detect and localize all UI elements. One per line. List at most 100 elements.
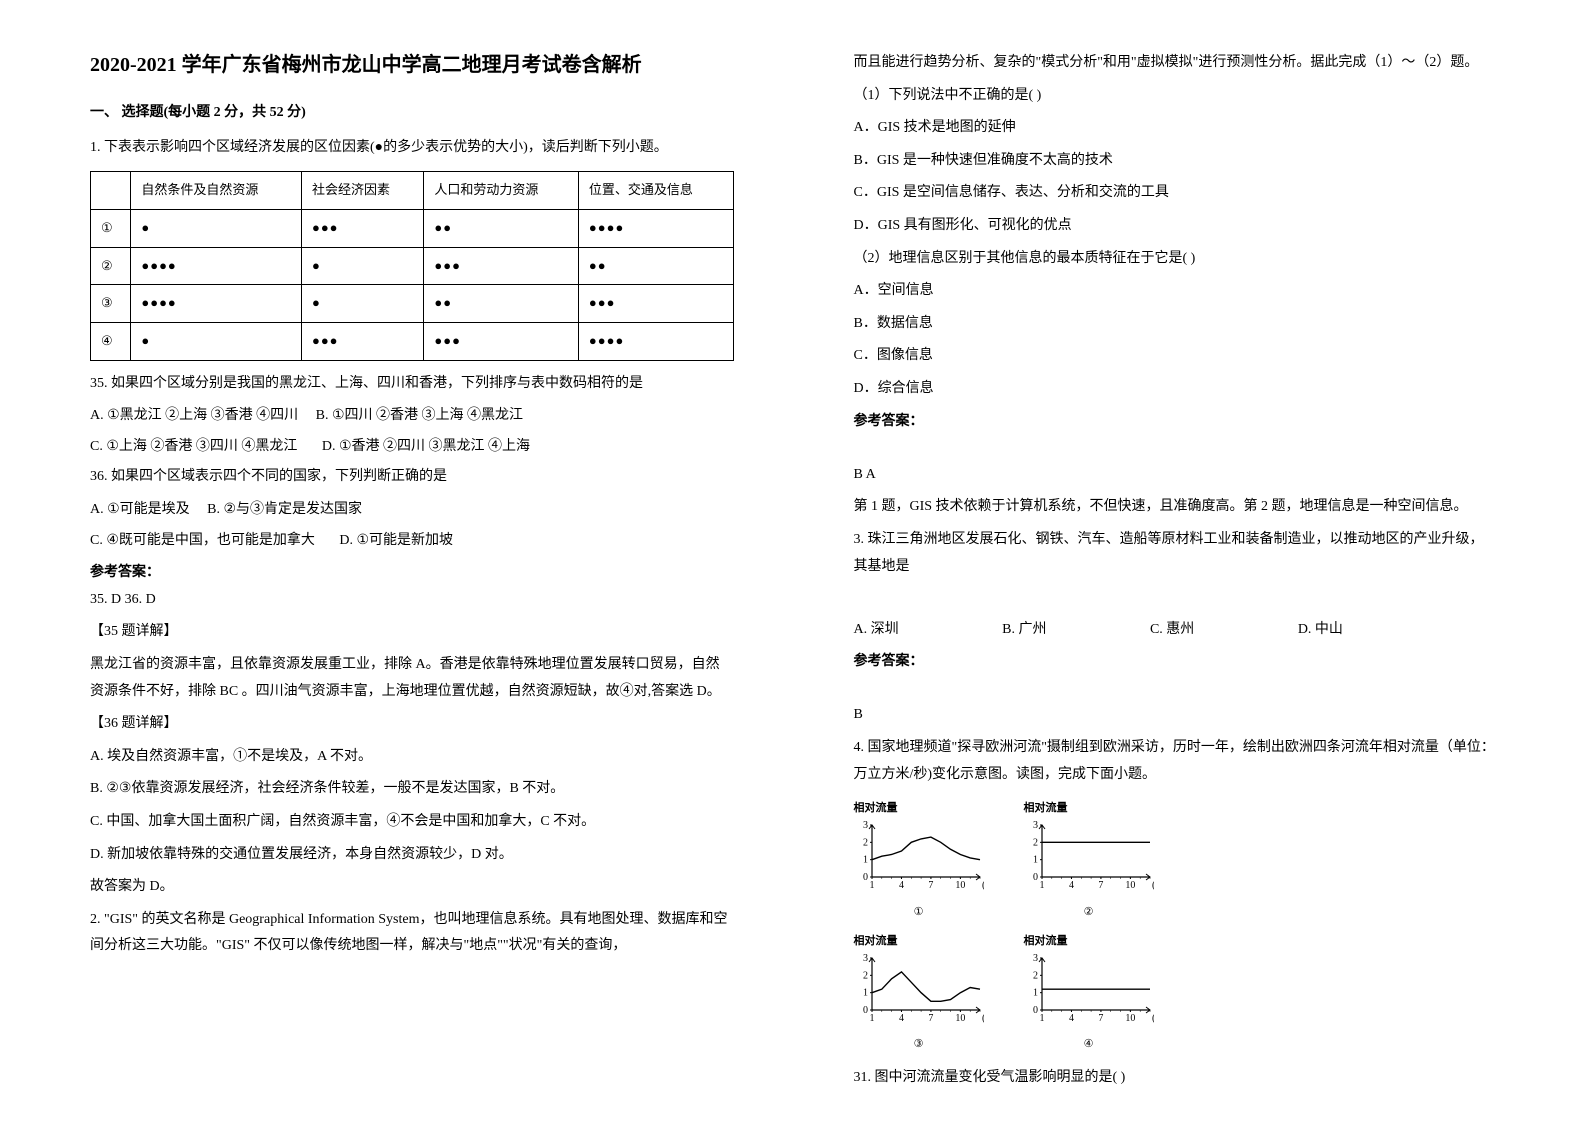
row-label: ④ xyxy=(91,322,131,360)
svg-text:2: 2 xyxy=(863,970,868,981)
svg-text:(月): (月) xyxy=(982,879,984,891)
svg-text:2: 2 xyxy=(863,837,868,848)
svg-text:(月): (月) xyxy=(982,1012,984,1024)
th-social: 社会经济因素 xyxy=(301,172,423,210)
explain-36-b: B. ②③依靠资源发展经济，社会经济条件较差，一般不是发达国家，B 不对。 xyxy=(90,776,734,803)
explain-36-d: D. 新加坡依靠特殊的交通位置发展经济，本身自然资源较少，D 对。 xyxy=(90,842,734,869)
svg-text:0: 0 xyxy=(863,1005,868,1016)
svg-text:1: 1 xyxy=(869,1013,874,1024)
svg-text:(月): (月) xyxy=(1152,879,1154,891)
cell: ● xyxy=(301,285,423,323)
svg-text:(月): (月) xyxy=(1152,1012,1154,1024)
th-labor: 人口和劳动力资源 xyxy=(424,172,579,210)
svg-text:0: 0 xyxy=(1033,1005,1038,1016)
explain-36-c: C. 中国、加拿大国土面积广阔，自然资源丰富，④不会是中国和加拿大，C 不对。 xyxy=(90,809,734,836)
svg-text:7: 7 xyxy=(1098,880,1103,891)
q3-answer-header: 参考答案： xyxy=(854,649,1498,676)
th-blank xyxy=(91,172,131,210)
q36-opt-b: B. ②与③肯定是发达国家 xyxy=(207,502,362,517)
q3-text: 3. 珠江三角洲地区发展石化、钢铁、汽车、造船等原材料工业和装备制造业，以推动地… xyxy=(854,527,1498,580)
q35-options-ab: A. ①黑龙江 ②上海 ③香港 ④四川 B. ①四川 ②香港 ③上海 ④黑龙江 xyxy=(90,403,734,430)
q35-opt-b: B. ①四川 ②香港 ③上海 ④黑龙江 xyxy=(316,408,523,423)
svg-text:4: 4 xyxy=(898,1013,903,1024)
svg-text:7: 7 xyxy=(1098,1013,1103,1024)
q36-options-ab: A. ①可能是埃及 B. ②与③肯定是发达国家 xyxy=(90,497,734,524)
svg-text:0: 0 xyxy=(1033,872,1038,883)
q2-2-opt-b: B．数据信息 xyxy=(854,311,1498,338)
cell: ●● xyxy=(424,285,579,323)
cell: ● xyxy=(131,322,302,360)
line-chart-svg: 0123 14710 (月) xyxy=(1024,821,1154,891)
q35-opt-a: A. ①黑龙江 ②上海 ③香港 ④四川 xyxy=(90,408,298,423)
right-column: 而且能进行趋势分析、复杂的"模式分析"和用"虚拟模拟"进行预测性分析。据此完成（… xyxy=(794,0,1587,1122)
explain-35-body: 黑龙江省的资源丰富，且依靠资源发展重工业，排除 A。香港是依靠特殊地理位置发展转… xyxy=(90,652,734,705)
svg-text:7: 7 xyxy=(928,1013,933,1024)
svg-text:1: 1 xyxy=(863,987,868,998)
cell: ●●● xyxy=(301,209,423,247)
q2-1-opt-b: B．GIS 是一种快速但准确度不太高的技术 xyxy=(854,148,1498,175)
cell: ●●● xyxy=(578,285,733,323)
cell: ●● xyxy=(424,209,579,247)
svg-text:3: 3 xyxy=(863,821,868,831)
q36-opt-a: A. ①可能是埃及 xyxy=(90,502,190,517)
svg-text:10: 10 xyxy=(1125,1013,1135,1024)
explain-35-header: 【35 题详解】 xyxy=(90,619,734,646)
q2-answer-header: 参考答案： xyxy=(854,409,1498,436)
q2-2-opt-a: A．空间信息 xyxy=(854,278,1498,305)
row-label: ① xyxy=(91,209,131,247)
line-chart-svg: 0123 14710 (月) xyxy=(854,954,984,1024)
answers-35-36: 35. D 36. D xyxy=(90,587,734,614)
cell: ●●●● xyxy=(131,285,302,323)
svg-text:1: 1 xyxy=(1039,1013,1044,1024)
chart-3: 相对流量 0123 14710 (月) ③ xyxy=(854,931,984,1055)
svg-text:1: 1 xyxy=(1033,987,1038,998)
chart-2: 相对流量 0123 14710 (月) ② xyxy=(1024,798,1154,922)
q36-opt-c: C. ④既可能是中国，也可能是加拿大 xyxy=(90,533,315,548)
table-row: ① ● ●●● ●● ●●●● xyxy=(91,209,734,247)
svg-text:10: 10 xyxy=(955,880,965,891)
svg-text:1: 1 xyxy=(1033,855,1038,866)
table-row: ② ●●●● ● ●●● ●● xyxy=(91,247,734,285)
q35-text: 35. 如果四个区域分别是我国的黑龙江、上海、四川和香港，下列排序与表中数码相符… xyxy=(90,371,734,398)
answer-header-1: 参考答案： xyxy=(90,560,734,587)
q2-1-opt-d: D．GIS 具有图形化、可视化的优点 xyxy=(854,213,1498,240)
cell: ●●●● xyxy=(578,209,733,247)
left-column: 2020-2021 学年广东省梅州市龙山中学高二地理月考试卷含解析 一、 选择题… xyxy=(0,0,794,1122)
river-charts: 相对流量 0123 14710 (月) ① 相对流量 0123 14710 (月… xyxy=(854,798,1498,1055)
cell: ●●● xyxy=(424,322,579,360)
q36-text: 36. 如果四个区域表示四个不同的国家，下列判断正确的是 xyxy=(90,464,734,491)
region-factor-table: 自然条件及自然资源 社会经济因素 人口和劳动力资源 位置、交通及信息 ① ● ●… xyxy=(90,171,734,360)
section-1-header: 一、 选择题(每小题 2 分，共 52 分) xyxy=(90,100,734,127)
th-natural: 自然条件及自然资源 xyxy=(131,172,302,210)
th-location: 位置、交通及信息 xyxy=(578,172,733,210)
cell: ●●●● xyxy=(131,247,302,285)
svg-text:10: 10 xyxy=(955,1013,965,1024)
cell: ●● xyxy=(578,247,733,285)
svg-text:1: 1 xyxy=(1039,880,1044,891)
explain-36-a: A. 埃及自然资源丰富，①不是埃及，A 不对。 xyxy=(90,744,734,771)
svg-text:3: 3 xyxy=(1033,954,1038,964)
explain-36-header: 【36 题详解】 xyxy=(90,711,734,738)
cell: ●●●● xyxy=(578,322,733,360)
svg-text:2: 2 xyxy=(1033,970,1038,981)
q35-options-cd: C. ①上海 ②香港 ③四川 ④黑龙江 D. ①香港 ②四川 ③黑龙江 ④上海 xyxy=(90,434,734,461)
svg-text:3: 3 xyxy=(863,954,868,964)
svg-text:7: 7 xyxy=(928,880,933,891)
q2-sub1: （1）下列说法中不正确的是( ) xyxy=(854,83,1498,110)
q2-sub2: （2）地理信息区别于其他信息的最本质特征在于它是( ) xyxy=(854,246,1498,273)
explain-36-final: 故答案为 D。 xyxy=(90,874,734,901)
q2-2-opt-d: D．综合信息 xyxy=(854,376,1498,403)
q1-intro: 1. 下表表示影响四个区域经济发展的区位因素(●的多少表示优势的大小)，读后判断… xyxy=(90,135,734,162)
q3-opt-a: A. 深圳 xyxy=(854,617,899,644)
svg-text:0: 0 xyxy=(863,872,868,883)
q4-intro: 4. 国家地理频道"探寻欧洲河流"摄制组到欧洲采访，历时一年，绘制出欧洲四条河流… xyxy=(854,735,1498,788)
q2-continuation: 而且能进行趋势分析、复杂的"模式分析"和用"虚拟模拟"进行预测性分析。据此完成（… xyxy=(854,50,1498,77)
q2-1-opt-a: A．GIS 技术是地图的延伸 xyxy=(854,115,1498,142)
q2-intro: 2. "GIS" 的英文名称是 Geographical Information… xyxy=(90,907,734,960)
row-label: ② xyxy=(91,247,131,285)
svg-text:4: 4 xyxy=(1068,1013,1073,1024)
cell: ● xyxy=(301,247,423,285)
svg-text:4: 4 xyxy=(1068,880,1073,891)
chart-4: 相对流量 0123 14710 (月) ④ xyxy=(1024,931,1154,1055)
table-row: ③ ●●●● ● ●● ●●● xyxy=(91,285,734,323)
